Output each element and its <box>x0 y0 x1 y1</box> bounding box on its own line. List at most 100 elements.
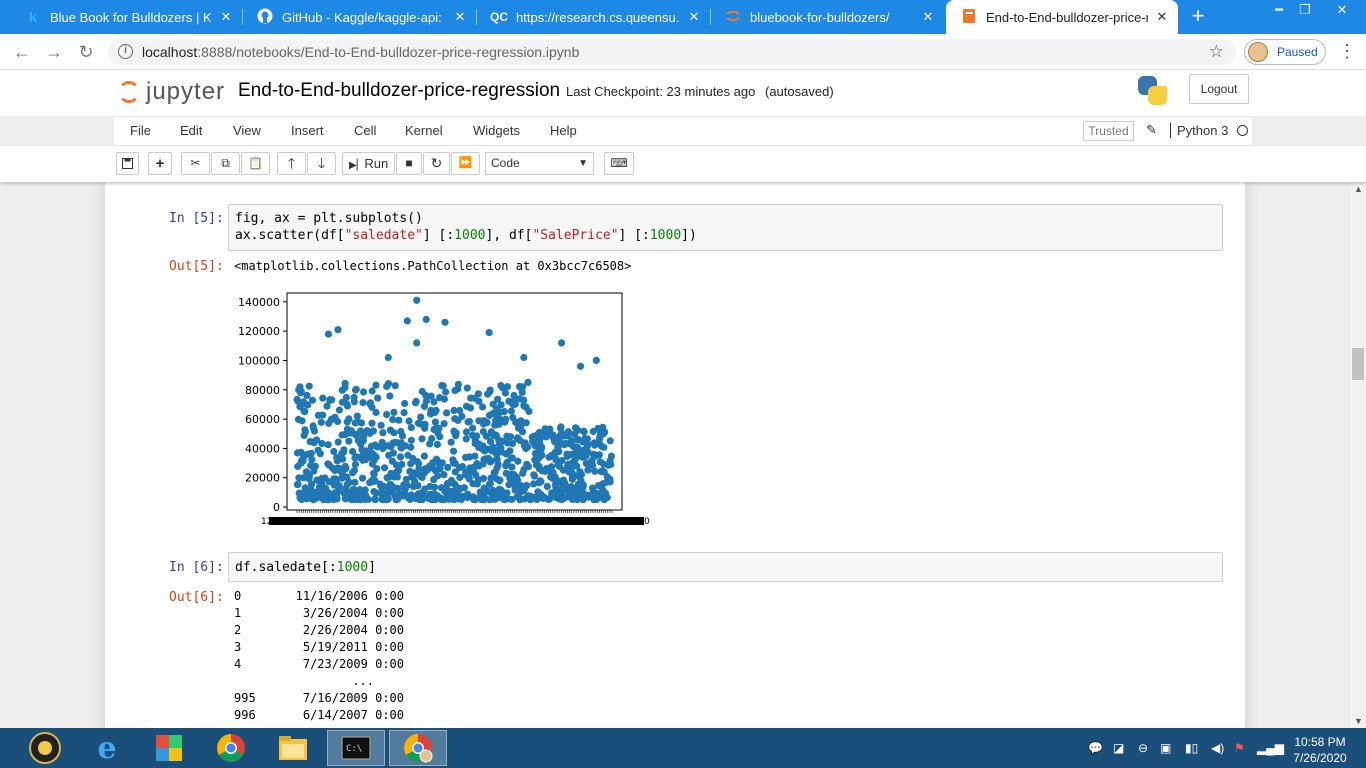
scatter-point <box>431 418 439 426</box>
minimize-icon[interactable]: ━ <box>1275 2 1283 17</box>
scatter-point <box>402 475 410 483</box>
series-value: 7/23/2009 0:00 <box>302 657 404 671</box>
tab-kaggle[interactable]: k Blue Book for Bulldozers | Kaggl ✕ <box>10 0 243 34</box>
browser-menu-icon[interactable]: ⋮ <box>1338 41 1356 61</box>
scatter-point <box>398 460 406 468</box>
paint-app-icon[interactable] <box>140 730 198 766</box>
network-icon[interactable]: ▂▄▆ <box>1257 741 1284 755</box>
move-down-icon[interactable]: 🡓 <box>307 152 336 175</box>
insert-cell-icon[interactable]: + <box>148 152 172 175</box>
chrome-profile-icon[interactable] <box>389 730 447 766</box>
window-close-icon[interactable]: ✕ <box>1336 2 1348 17</box>
save-icon[interactable] <box>116 152 139 175</box>
cut-icon[interactable]: ✂ <box>181 152 210 175</box>
pencil-icon[interactable]: ✎ <box>1146 122 1157 137</box>
url-text[interactable]: localhost:8888/notebooks/End-to-End-bull… <box>142 44 580 60</box>
restore-icon[interactable]: ❐ <box>1299 2 1311 17</box>
restart-icon[interactable]: ↻ <box>423 152 450 175</box>
info-icon[interactable]: i <box>118 44 133 59</box>
menu-widgets[interactable]: Widgets <box>473 123 520 138</box>
close-icon[interactable]: ✕ <box>922 9 934 24</box>
restart-run-all-icon[interactable]: ⏩ <box>451 152 480 175</box>
chat-tray-icon[interactable]: 💬 <box>1088 741 1103 755</box>
back-icon[interactable]: ← <box>13 42 31 62</box>
tab-notebook-active[interactable]: End-to-End-bulldozer-price-reg ✕ <box>946 0 1178 34</box>
menu-insert[interactable]: Insert <box>291 123 324 138</box>
scroll-down-icon[interactable]: ▼ <box>1354 716 1363 726</box>
scatter-point <box>519 469 527 477</box>
start-button-icon[interactable] <box>16 730 74 766</box>
scatter-point <box>464 418 472 426</box>
menu-kernel[interactable]: Kernel <box>405 123 443 138</box>
scatter-point <box>421 420 429 429</box>
cell-type-select[interactable]: Code ▼ <box>485 152 594 175</box>
bookmark-star-icon[interactable]: ☆ <box>1208 42 1224 61</box>
notebook-title[interactable]: End-to-End-bulldozer-price-regression <box>238 80 561 101</box>
forward-icon[interactable]: → <box>45 42 63 62</box>
run-button[interactable]: ▶▏Run <box>342 152 395 175</box>
power-tray-icon[interactable]: ▮▯ <box>1185 741 1199 755</box>
trusted-badge[interactable]: Trusted <box>1083 121 1134 141</box>
series-value: 7/16/2009 0:00 <box>302 691 404 705</box>
code-cell-input[interactable]: fig, ax = plt.subplots() ax.scatter(df["… <box>228 204 1223 251</box>
nvidia-tray-icon[interactable]: ◪ <box>1113 741 1125 755</box>
scatter-point <box>577 477 585 485</box>
scatter-point <box>524 443 532 451</box>
scatter-point <box>308 396 317 404</box>
move-up-icon[interactable]: 🡑 <box>277 152 306 175</box>
scatter-point <box>454 485 462 493</box>
scatter-point <box>430 398 438 406</box>
tab-github[interactable]: GitHub - Kaggle/kaggle-api: Offi ✕ <box>242 0 477 34</box>
flag-icon[interactable]: ⚑ <box>1234 741 1245 755</box>
scatter-point <box>460 484 468 492</box>
menu-cell[interactable]: Cell <box>354 123 377 138</box>
close-icon[interactable]: ✕ <box>454 9 466 24</box>
scrollbar-thumb[interactable] <box>1352 348 1364 380</box>
stop-icon[interactable]: ■ <box>396 152 422 175</box>
scatter-point <box>407 436 415 444</box>
scatter-point <box>384 353 392 362</box>
terminal-icon[interactable]: C:\ <box>327 730 385 766</box>
paste-icon[interactable]: 📋 <box>241 152 270 175</box>
scatter-point <box>334 438 342 446</box>
url-bar[interactable]: i localhost:8888/notebooks/End-to-End-bu… <box>108 39 1236 65</box>
close-icon[interactable]: ✕ <box>1156 9 1168 24</box>
copy-icon[interactable]: ⧉ <box>211 152 240 175</box>
scatter-point <box>479 445 487 454</box>
profile-button[interactable]: Paused <box>1244 39 1326 65</box>
clock-date[interactable]: 7/26/2020 <box>1293 751 1347 765</box>
menu-view[interactable]: View <box>233 123 261 138</box>
scroll-up-icon[interactable]: ▲ <box>1354 184 1363 194</box>
update-tray-icon[interactable]: ⊖ <box>1138 741 1149 755</box>
menu-file[interactable]: File <box>130 123 151 138</box>
chrome-icon[interactable] <box>202 730 260 766</box>
menu-help[interactable]: Help <box>550 123 577 138</box>
close-icon[interactable]: ✕ <box>220 9 232 24</box>
close-icon[interactable]: ✕ <box>688 9 700 24</box>
scatter-point <box>385 484 393 492</box>
scatter-point <box>444 463 452 471</box>
clock-time[interactable]: 10:58 PM <box>1294 735 1346 749</box>
display-tray-icon[interactable]: ▣ <box>1160 741 1172 755</box>
scatter-point <box>351 461 359 469</box>
reload-icon[interactable]: ↻ <box>78 42 94 62</box>
jupyter-logo[interactable]: jupyter <box>118 78 225 106</box>
scatter-point <box>373 465 381 473</box>
page-scrollbar[interactable]: ▲ ▼ <box>1350 182 1366 728</box>
command-palette-icon[interactable]: ⌨ <box>604 152 634 175</box>
scatter-point <box>522 419 530 427</box>
internet-explorer-icon[interactable]: e <box>97 730 117 766</box>
scatter-point <box>398 432 407 440</box>
code-cell-input[interactable]: df.saledate[:1000] <box>228 552 1223 582</box>
kernel-idle-icon <box>1237 125 1248 136</box>
logout-button[interactable]: Logout <box>1189 74 1249 104</box>
new-tab-button[interactable]: + <box>1191 3 1205 28</box>
scatter-point <box>413 339 421 347</box>
tab-bluebook-tree[interactable]: bluebook-for-bulldozers/ ✕ <box>710 0 944 34</box>
kernel-name[interactable]: Python 3 <box>1170 123 1228 138</box>
file-explorer-icon[interactable] <box>264 730 322 766</box>
volume-icon[interactable]: ◀) <box>1211 741 1225 755</box>
tab-queensu[interactable]: QC https://research.cs.queensu.ca/h ✕ <box>476 0 711 34</box>
scatter-point <box>518 428 527 436</box>
menu-edit[interactable]: Edit <box>180 123 203 138</box>
